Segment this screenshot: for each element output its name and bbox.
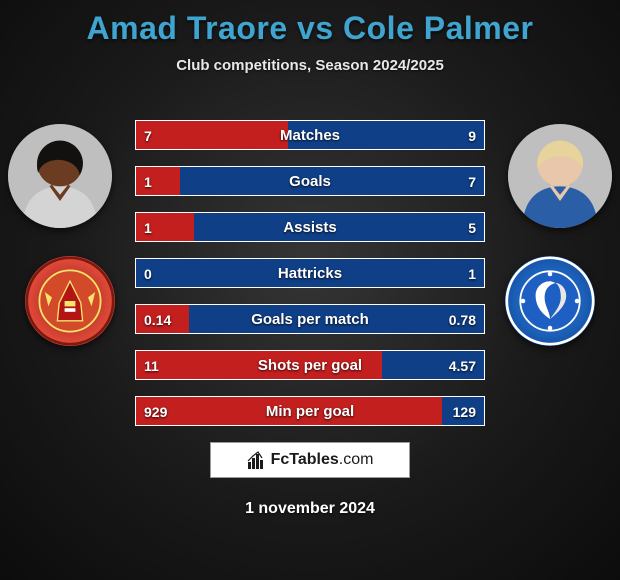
stat-row-matches: 79Matches [135,120,485,150]
club-right-crest-svg [505,256,595,346]
site-logo-suffix: .com [339,451,374,468]
stat-row-goals-per-match: 0.140.78Goals per match [135,304,485,334]
stat-row-hattricks: 01Hattricks [135,258,485,288]
player-right-avatar [508,124,612,228]
bar-label: Goals [136,167,484,195]
bar-label: Min per goal [136,397,484,425]
club-right-crest [505,256,595,346]
player-right-avatar-svg [508,124,612,228]
player-left-avatar-svg [8,124,112,228]
page-title: Amad Traore vs Cole Palmer [0,0,620,47]
bar-label: Matches [136,121,484,149]
bar-label: Goals per match [136,305,484,333]
comparison-chart: 79Matches 17Goals 15Assists 01Hattricks 0.14… [135,120,485,442]
player-left-avatar [8,124,112,228]
subtitle: Club competitions, Season 2024/2025 [0,57,620,74]
club-left-crest-svg [25,256,115,346]
site-logo-brand: FcTables [271,451,339,468]
bar-label: Hattricks [136,259,484,287]
site-logo-text: FcTables.com [271,451,374,469]
bar-label: Assists [136,213,484,241]
club-left-crest [25,256,115,346]
stat-row-goals: 17Goals [135,166,485,196]
stat-row-min-per-goal: 929129Min per goal [135,396,485,426]
site-logo: FcTables.com [210,442,410,478]
stat-row-assists: 15Assists [135,212,485,242]
bars-icon [247,450,267,470]
date-label: 1 november 2024 [0,500,620,518]
bar-label: Shots per goal [136,351,484,379]
stat-row-shots-per-goal: 114.57Shots per goal [135,350,485,380]
